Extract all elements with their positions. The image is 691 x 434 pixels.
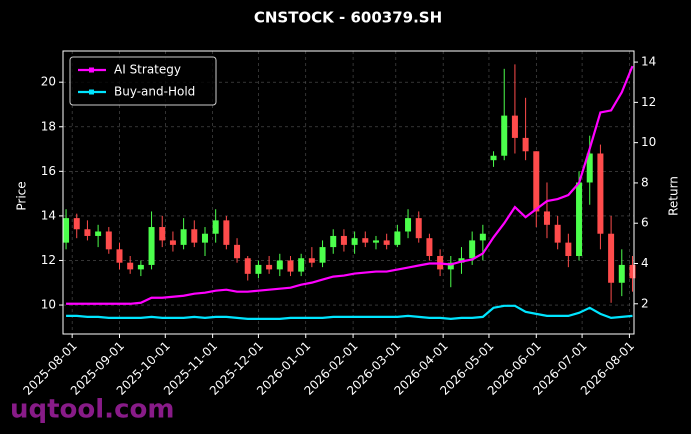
y2-tick-label: 6 <box>641 216 649 230</box>
candle-body <box>244 258 251 274</box>
candle-body <box>212 220 219 234</box>
y2-tick-label: 2 <box>641 296 649 310</box>
candle-body <box>490 155 497 161</box>
candle-body <box>105 231 112 250</box>
candle-body <box>576 182 583 257</box>
candle-body <box>234 244 241 259</box>
legend-label: AI Strategy <box>114 63 181 77</box>
y-tick-label: 18 <box>41 119 56 133</box>
legend-box <box>69 56 217 106</box>
candle-body <box>522 137 529 152</box>
candle-body <box>137 264 144 270</box>
return-line <box>66 65 634 305</box>
candle-body <box>73 218 80 230</box>
y-axis-label: Price <box>15 181 29 210</box>
candle-body <box>415 218 422 239</box>
candle-body <box>95 231 102 236</box>
y-tick-label: 14 <box>41 208 56 222</box>
watermark: uqtool.com <box>10 395 174 425</box>
candle-body <box>543 211 550 225</box>
candle-body <box>266 264 273 270</box>
candle-body <box>298 258 305 272</box>
candle-body <box>340 235 347 245</box>
candle-body <box>223 220 230 245</box>
candle-body <box>276 260 283 270</box>
candle-body <box>479 233 486 241</box>
candle-body <box>201 233 208 243</box>
candle-body <box>116 249 123 263</box>
candle-body <box>319 247 326 263</box>
candle-body <box>426 238 433 257</box>
candle-body <box>330 235 337 248</box>
candle-body <box>565 242 572 257</box>
return-line <box>66 304 633 320</box>
legend-label: Buy-and-Hold <box>114 85 195 99</box>
candle-body <box>394 231 401 245</box>
candle-body <box>372 240 379 243</box>
y2-tick-label: 10 <box>641 135 656 149</box>
candle-body <box>383 240 390 245</box>
legend-marker <box>89 89 94 95</box>
candle-body <box>351 238 358 245</box>
candle-body <box>554 224 561 243</box>
candle-body <box>84 229 91 236</box>
candle-body <box>148 227 155 265</box>
y-tick-label: 10 <box>41 298 56 312</box>
candle-body <box>362 238 369 243</box>
candle-body <box>287 260 294 272</box>
legend-marker <box>89 67 94 73</box>
candle-body <box>255 264 262 274</box>
candle-body <box>191 229 198 243</box>
y2-tick-label: 8 <box>641 175 649 189</box>
candle-body <box>63 218 70 243</box>
y-tick-label: 12 <box>41 253 56 267</box>
candle-body <box>586 153 593 183</box>
candle-body <box>511 115 518 138</box>
y2-tick-label: 14 <box>641 55 656 69</box>
y2-tick-label: 4 <box>641 256 649 270</box>
candle-body <box>308 258 315 263</box>
candle-body <box>469 240 476 259</box>
y-tick-label: 16 <box>41 164 56 178</box>
candle-body <box>533 151 540 212</box>
candle-body <box>629 264 636 279</box>
chart-title: CNSTOCK - 600379.SH <box>254 9 442 27</box>
candle-body <box>405 218 412 232</box>
candle-body <box>159 227 166 241</box>
candle-body <box>127 262 134 270</box>
candle-body <box>447 262 454 270</box>
candle-body <box>169 240 176 245</box>
y2-tick-label: 12 <box>641 95 656 109</box>
candle-body <box>597 153 604 234</box>
y2-axis-label: Return <box>667 176 681 216</box>
candle-body <box>618 264 625 283</box>
candle-body <box>501 115 508 156</box>
plot-frame <box>62 50 635 335</box>
candle-body <box>180 229 187 245</box>
y-tick-label: 20 <box>41 75 56 89</box>
candle-body <box>608 233 615 283</box>
